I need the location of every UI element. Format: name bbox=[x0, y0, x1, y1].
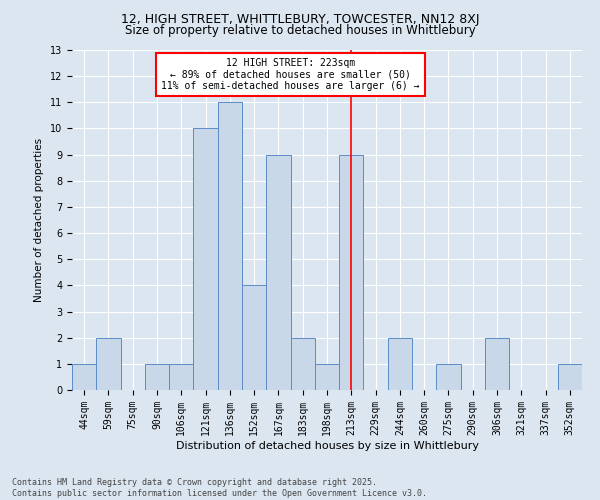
Bar bbox=[290, 338, 315, 390]
Y-axis label: Number of detached properties: Number of detached properties bbox=[34, 138, 44, 302]
Text: Size of property relative to detached houses in Whittlebury: Size of property relative to detached ho… bbox=[125, 24, 475, 37]
Bar bbox=[558, 364, 582, 390]
Bar bbox=[96, 338, 121, 390]
Bar bbox=[218, 102, 242, 390]
Bar bbox=[436, 364, 461, 390]
Bar bbox=[242, 286, 266, 390]
Text: 12 HIGH STREET: 223sqm
← 89% of detached houses are smaller (50)
11% of semi-det: 12 HIGH STREET: 223sqm ← 89% of detached… bbox=[161, 58, 420, 91]
Bar bbox=[193, 128, 218, 390]
Bar bbox=[169, 364, 193, 390]
Bar bbox=[339, 154, 364, 390]
Bar bbox=[485, 338, 509, 390]
X-axis label: Distribution of detached houses by size in Whittlebury: Distribution of detached houses by size … bbox=[176, 440, 479, 450]
Bar bbox=[266, 154, 290, 390]
Bar bbox=[145, 364, 169, 390]
Bar bbox=[315, 364, 339, 390]
Text: 12, HIGH STREET, WHITTLEBURY, TOWCESTER, NN12 8XJ: 12, HIGH STREET, WHITTLEBURY, TOWCESTER,… bbox=[121, 12, 479, 26]
Text: Contains HM Land Registry data © Crown copyright and database right 2025.
Contai: Contains HM Land Registry data © Crown c… bbox=[12, 478, 427, 498]
Bar bbox=[388, 338, 412, 390]
Bar bbox=[72, 364, 96, 390]
